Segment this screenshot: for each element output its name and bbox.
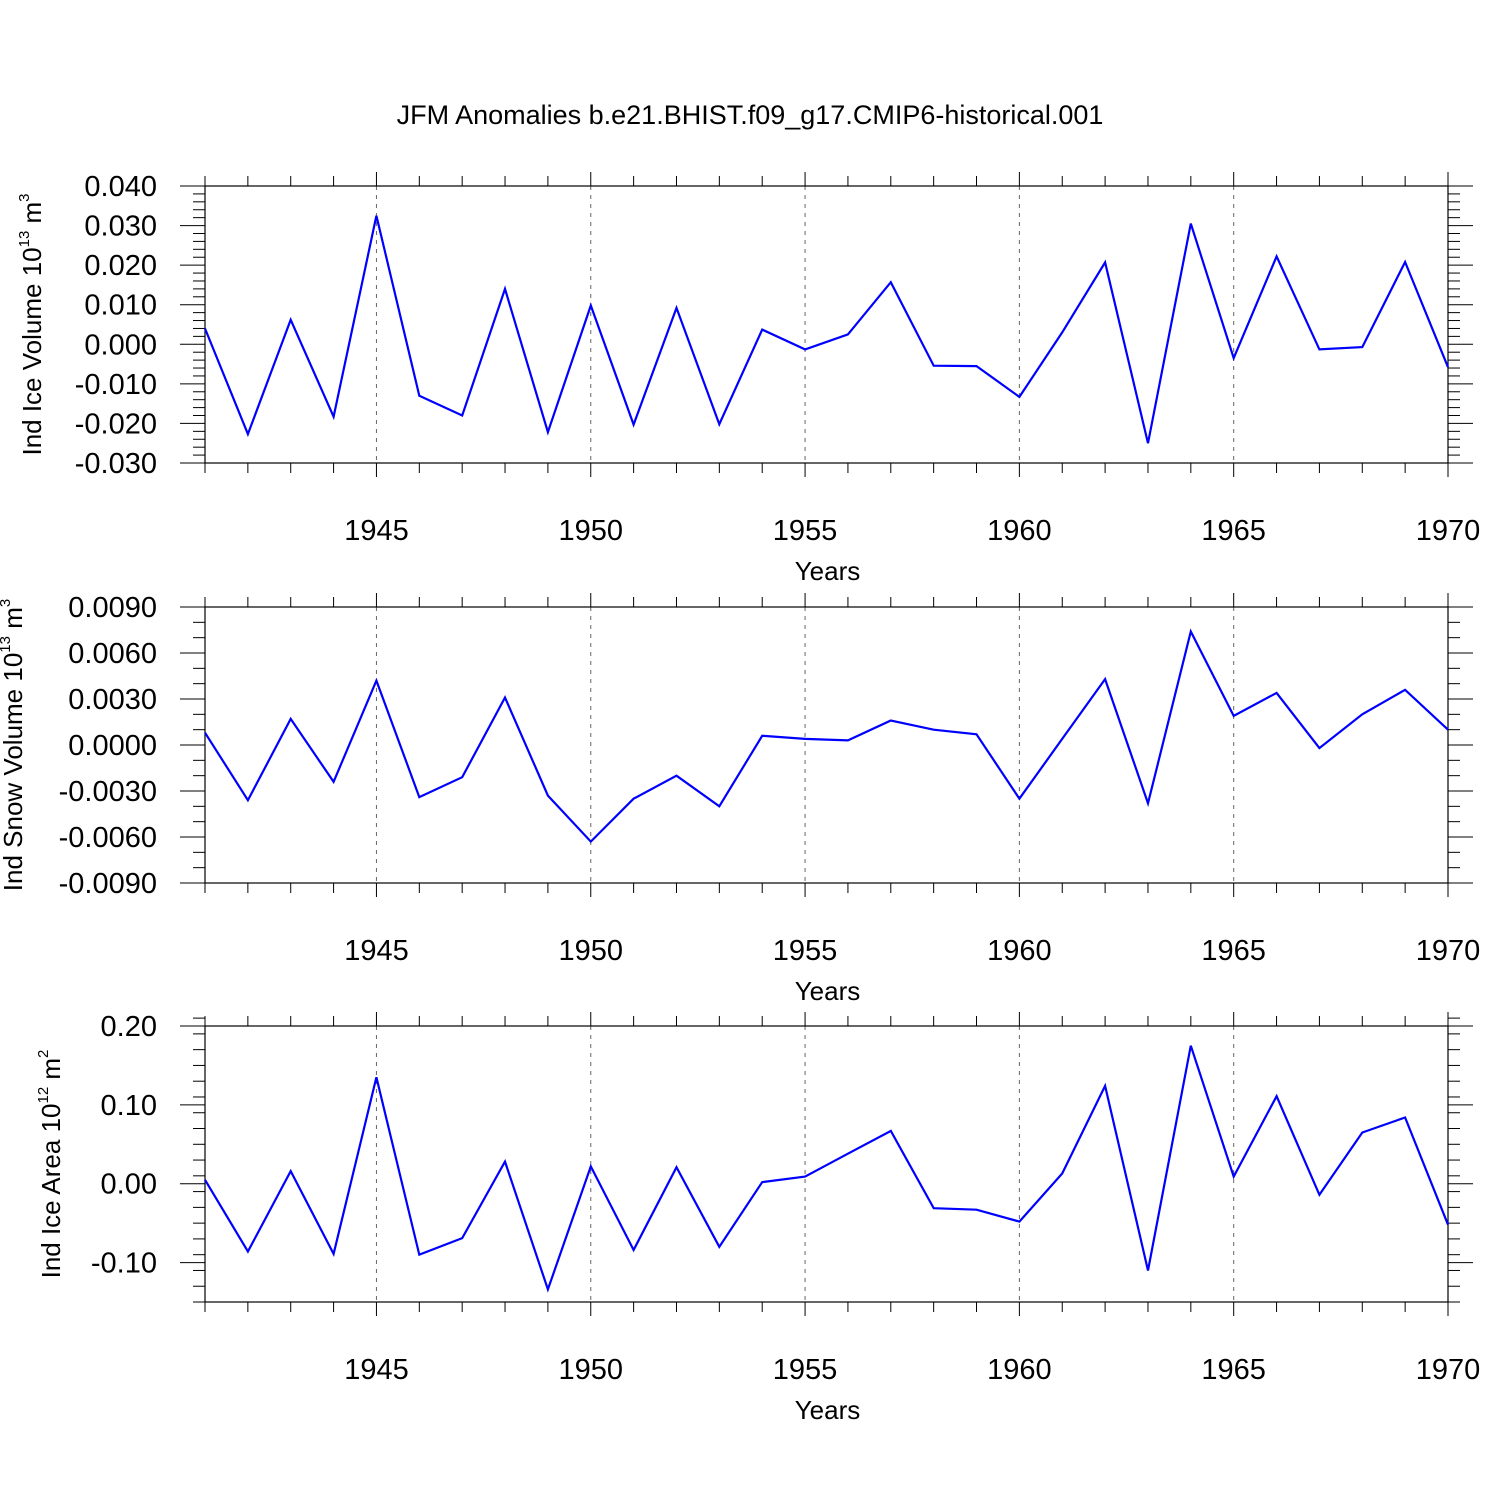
x-tick-label: 1955	[773, 1354, 838, 1386]
y-tick-label: 0.0090	[68, 592, 157, 624]
series-line	[204, 628, 1449, 844]
y-tick-label: 0.10	[101, 1090, 157, 1122]
series-line	[203, 215, 1450, 444]
y-axis-title-unit-exponent: 2	[35, 1050, 52, 1058]
panel-3: 1945 1950 1955 1960 1965 1970 Years -0.10 0.00 0.…	[35, 1011, 1480, 1425]
x-tick-label: 1960	[987, 935, 1052, 967]
y-tick-label: -0.10	[91, 1248, 157, 1280]
y-axis-title-unit-exponent: 3	[0, 599, 14, 607]
y-axis-title-text: Ind Snow Volume 10	[0, 653, 28, 892]
y-tick-label: 0.00	[101, 1169, 157, 1201]
x-axis-title: Years	[795, 976, 861, 1006]
x-tick-label: 1970	[1416, 935, 1481, 967]
x-tick-label: 1945	[344, 1354, 409, 1386]
plot-frame	[204, 606, 1449, 884]
plot-frame	[204, 185, 1449, 464]
y-tick-label: -0.010	[75, 369, 157, 401]
panels: 1945 1950 1955 1960 1965 1970 Years -0.030 -0.02…	[0, 171, 1480, 1425]
x-tick-label: 1960	[987, 515, 1052, 547]
panel-2: 1945 1950 1955 1960 1965 1970 Years -0.0090 -0.0…	[0, 592, 1480, 1006]
x-tick-label: 1945	[344, 935, 409, 967]
y-tick-label: 0.030	[84, 211, 157, 243]
y-axis-title-unit: m	[17, 202, 47, 231]
x-tick-label: 1960	[987, 1354, 1052, 1386]
y-axis-title-exponent: 13	[0, 636, 14, 653]
y-axis-title-unit: m	[0, 607, 28, 636]
x-tick-label: 1950	[559, 515, 624, 547]
y-tick-label: 0.040	[84, 171, 157, 203]
x-tick-label: 1965	[1201, 935, 1266, 967]
x-tick-label: 1950	[559, 1354, 624, 1386]
x-tick-label: 1955	[773, 515, 838, 547]
y-axis-title: Ind Ice Volume 1013 m3	[16, 193, 47, 455]
y-tick-label: 0.000	[84, 329, 157, 361]
x-tick-label: 1950	[559, 935, 624, 967]
y-tick-label: 0.0000	[68, 730, 157, 762]
y-tick-label: 0.010	[84, 290, 157, 322]
y-axis-title: Ind Snow Volume 1013 m3	[0, 599, 28, 891]
y-axis-title-text: Ind Ice Area 10	[36, 1104, 66, 1279]
x-tick-label: 1945	[344, 515, 409, 547]
series-line	[204, 1045, 1450, 1293]
x-axis-title: Years	[795, 1395, 861, 1425]
y-axis-title-exponent: 13	[16, 231, 33, 248]
y-tick-label: 0.0030	[68, 684, 157, 716]
y-tick-label: 0.020	[84, 250, 157, 282]
panel-1: 1945 1950 1955 1960 1965 1970 Years -0.030 -0.02…	[16, 171, 1480, 586]
x-tick-label: 1965	[1201, 515, 1266, 547]
y-axis-title-text: Ind Ice Volume 10	[17, 247, 47, 455]
y-axis-title-unit-exponent: 3	[16, 193, 33, 201]
plot-frame	[204, 1025, 1449, 1303]
y-tick-label: 0.20	[101, 1011, 157, 1043]
chart-title: JFM Anomalies b.e21.BHIST.f09_g17.CMIP6-…	[397, 100, 1104, 130]
y-tick-label: -0.0030	[59, 776, 157, 808]
x-tick-label: 1965	[1201, 1354, 1266, 1386]
y-axis-title-exponent: 12	[35, 1087, 52, 1104]
y-tick-label: 0.0060	[68, 638, 157, 670]
y-tick-label: -0.0090	[59, 868, 157, 900]
x-axis-title: Years	[795, 556, 861, 586]
y-tick-label: -0.020	[75, 408, 157, 440]
y-axis-title: Ind Ice Area 1012 m2	[35, 1050, 66, 1279]
x-tick-label: 1970	[1416, 515, 1481, 547]
y-tick-label: -0.030	[75, 448, 157, 480]
x-tick-label: 1955	[773, 935, 838, 967]
y-axis-title-unit: m	[36, 1058, 66, 1087]
x-tick-label: 1970	[1416, 1354, 1481, 1386]
y-tick-label: -0.0060	[59, 822, 157, 854]
